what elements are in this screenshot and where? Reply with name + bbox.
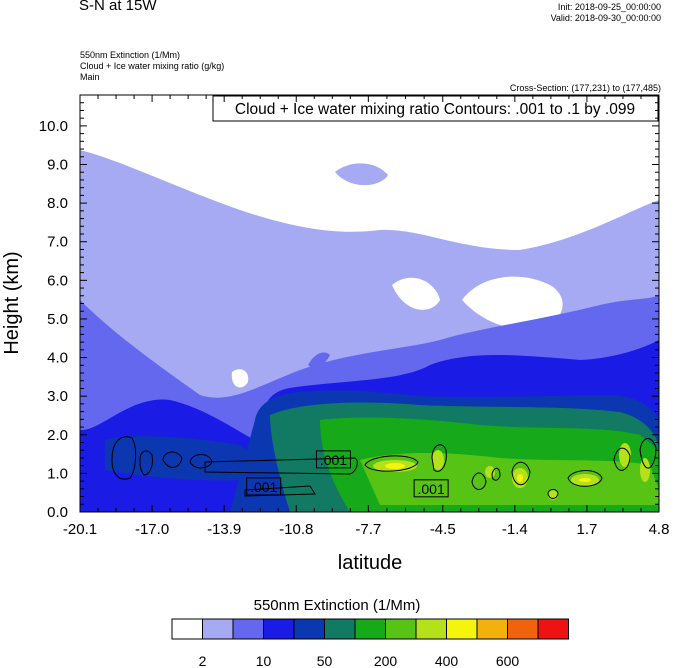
contour-label-text: .001	[417, 481, 444, 497]
contour-label-box	[413, 479, 449, 498]
y-tick-label: 9.0	[47, 157, 68, 174]
x-tick-label: -17.0	[135, 521, 169, 538]
contour-label-text: .001	[250, 479, 277, 495]
colorbar-label: 200	[374, 653, 398, 668]
colorbar-swatch	[507, 618, 539, 640]
contour-label: .001	[413, 479, 449, 498]
contour-label-text: .001	[320, 452, 347, 468]
colorbar-swatch	[202, 618, 234, 640]
init-time: Init: 2018-09-25_00:00:00	[557, 2, 661, 12]
y-axis-ticks: 0.0 1.0 2.0 3.0 4.0 5.0 6.0 7.0 8.0 9.0 10.0	[39, 102, 659, 521]
colorbar-label: 400	[435, 653, 459, 668]
x-tick-label: 1.7	[576, 521, 597, 538]
y-tick-label: 4.0	[47, 350, 68, 367]
colorbar-swatch	[446, 618, 478, 640]
y-tick-label: 3.0	[47, 388, 68, 405]
colorbar-swatch	[537, 618, 569, 640]
x-tick-label: -13.9	[207, 521, 241, 538]
cloud-ice-contours	[111, 436, 657, 499]
colorbar-label: 50	[317, 653, 333, 668]
colorbar-swatch	[293, 618, 325, 640]
y-tick-label: 1.0	[47, 465, 68, 482]
x-tick-label: -20.1	[63, 521, 97, 538]
x-axis-ticks: -20.1 -17.0 -13.9 -10.8 -7.7 -4.5 -1.4 1.7 4.8	[63, 95, 670, 538]
colorbar-swatch	[263, 618, 295, 640]
x-tick-label: -7.7	[355, 521, 381, 538]
colorbar-swatch	[232, 618, 264, 640]
y-tick-label: 0.0	[47, 504, 68, 521]
colorbar-swatch	[385, 618, 417, 640]
plot-title: S-N at 15W	[79, 0, 157, 14]
contour-label-box	[315, 450, 351, 469]
colorbar-label: 600	[496, 653, 520, 668]
y-tick-label: 10.0	[39, 118, 68, 135]
colorbar-label: 10	[256, 653, 272, 668]
contour-value-labels: .001 .001 .001	[246, 450, 449, 498]
colorbar-swatch	[171, 618, 203, 640]
field-label-extinction: 550nm Extinction (1/Mm)	[80, 50, 181, 60]
valid-time: Valid: 2018-09-30_00:00:00	[550, 13, 661, 23]
colorbar-title: 550nm Extinction (1/Mm)	[253, 597, 421, 614]
x-axis-label: latitude	[338, 552, 403, 574]
y-tick-label: 6.0	[47, 272, 68, 289]
y-axis-label: Height (km)	[1, 251, 23, 354]
field-label-main: Main	[80, 72, 100, 82]
contour-label: .001	[246, 477, 282, 496]
y-tick-label: 2.0	[47, 427, 68, 444]
y-tick-label: 8.0	[47, 195, 68, 212]
contour-title-box	[212, 95, 659, 122]
x-tick-label: -1.4	[502, 521, 528, 538]
colorbar-label: 2	[199, 653, 207, 668]
contour-title: Cloud + Ice water mixing ratio Contours:…	[235, 101, 635, 118]
y-tick-label: 5.0	[47, 311, 68, 328]
colorbar-swatch	[324, 618, 356, 640]
y-tick-label: 7.0	[47, 234, 68, 251]
colorbar-swatch	[354, 618, 386, 640]
x-tick-label: 4.8	[649, 521, 670, 538]
x-tick-label: -4.5	[430, 521, 456, 538]
colorbar: 2 10 50 200 400 600	[171, 618, 569, 668]
colorbar-swatch	[476, 618, 508, 640]
colorbar-swatch	[415, 618, 447, 640]
contour-label-box	[246, 477, 282, 496]
x-tick-label: -10.8	[279, 521, 313, 538]
cross-section-label: Cross-Section: (177,231) to (177,485)	[509, 83, 661, 93]
contour-label: .001	[315, 450, 351, 469]
field-label-cloud-ice: Cloud + Ice water mixing ratio (g/kg)	[80, 61, 225, 71]
extinction-shading	[80, 95, 659, 512]
